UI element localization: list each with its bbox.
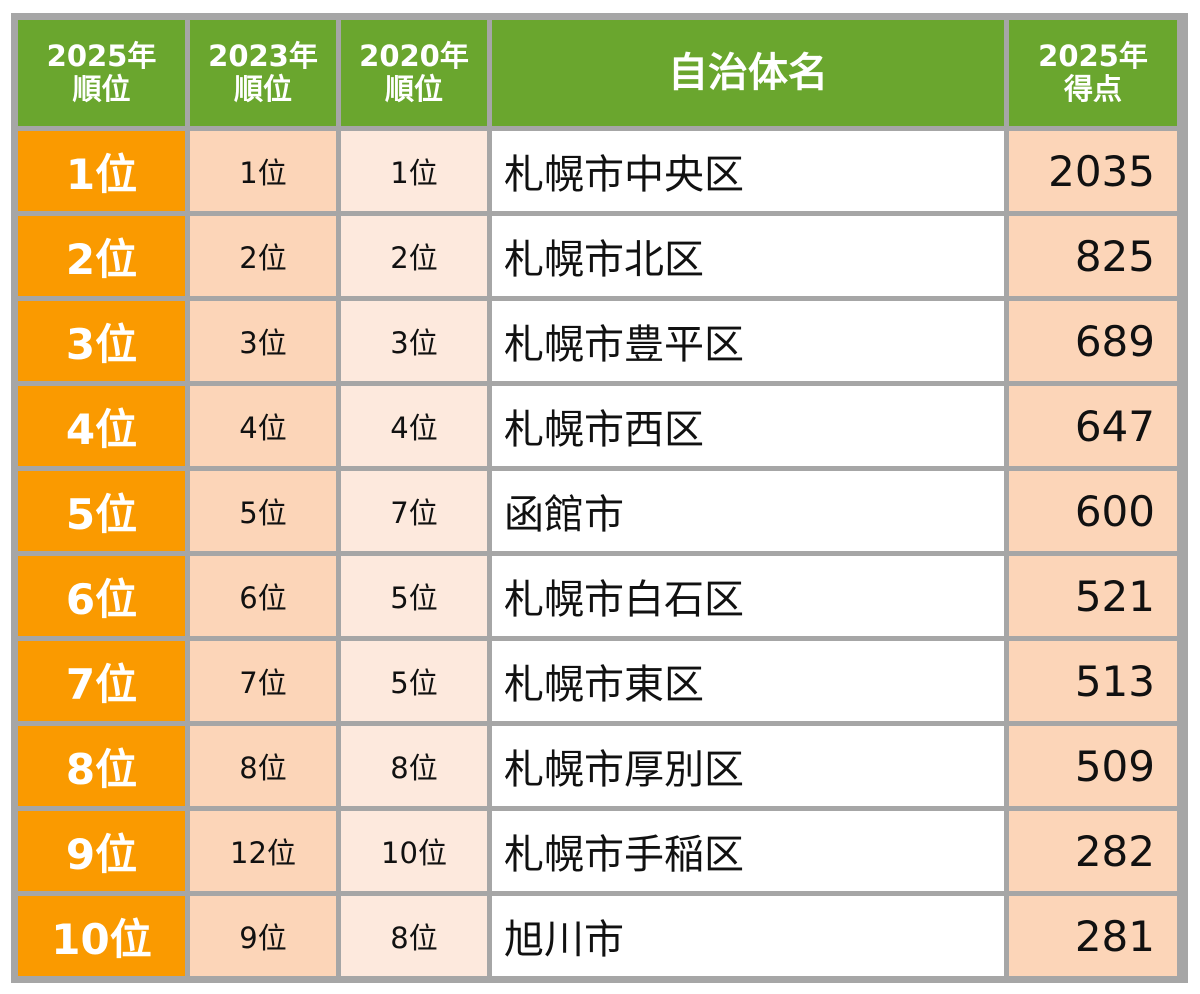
- rank-2020-cell: 5位: [341, 556, 487, 636]
- municipality-name-cell: 札幌市中央区: [492, 131, 1004, 211]
- municipality-name-cell: 札幌市手稲区: [492, 811, 1004, 891]
- rank-2025-cell: 2位: [18, 216, 185, 296]
- ranking-grid: 2025年 順位 2023年 順位 2020年 順位 自治体名 2025年 得点 1位 1…: [18, 20, 1181, 976]
- rank-2023-cell: 3位: [190, 301, 336, 381]
- header-line: 順位: [72, 72, 131, 106]
- score-2025-cell: 509: [1009, 726, 1177, 806]
- rank-2023-cell: 2位: [190, 216, 336, 296]
- score-2025-cell: 689: [1009, 301, 1177, 381]
- rank-2023-cell: 7位: [190, 641, 336, 721]
- rank-2023-cell: 6位: [190, 556, 336, 636]
- rank-2023-cell: 12位: [190, 811, 336, 891]
- header-line: 2025年: [46, 38, 157, 73]
- rank-2020-cell: 3位: [341, 301, 487, 381]
- score-2025-cell: 513: [1009, 641, 1177, 721]
- score-2025-cell: 647: [1009, 386, 1177, 466]
- score-2025-cell: 600: [1009, 471, 1177, 551]
- rank-2020-cell: 5位: [341, 641, 487, 721]
- header-line: 2025年: [1038, 38, 1148, 73]
- score-2025-cell: 281: [1009, 896, 1177, 976]
- municipality-name-cell: 札幌市西区: [492, 386, 1004, 466]
- header-line: 得点: [1063, 72, 1122, 106]
- header-line: 自治体名: [668, 50, 828, 96]
- municipality-name-cell: 札幌市北区: [492, 216, 1004, 296]
- ranking-table: 2025年 順位 2023年 順位 2020年 順位 自治体名 2025年 得点 1位 1…: [11, 13, 1188, 983]
- header-rank-2023: 2023年 順位: [190, 20, 336, 126]
- rank-2023-cell: 8位: [190, 726, 336, 806]
- rank-2025-cell: 3位: [18, 301, 185, 381]
- rank-2023-cell: 5位: [190, 471, 336, 551]
- score-2025-cell: 521: [1009, 556, 1177, 636]
- rank-2025-cell: 8位: [18, 726, 185, 806]
- municipality-name-cell: 札幌市東区: [492, 641, 1004, 721]
- header-score-2025: 2025年 得点: [1009, 20, 1177, 126]
- rank-2020-cell: 8位: [341, 726, 487, 806]
- score-2025-cell: 282: [1009, 811, 1177, 891]
- score-2025-cell: 825: [1009, 216, 1177, 296]
- header-line: 2023年: [208, 38, 318, 73]
- score-2025-cell: 2035: [1009, 131, 1177, 211]
- rank-2020-cell: 2位: [341, 216, 487, 296]
- header-rank-2025: 2025年 順位: [18, 20, 185, 126]
- rank-2025-cell: 4位: [18, 386, 185, 466]
- header-line: 順位: [233, 72, 292, 106]
- municipality-name-cell: 旭川市: [492, 896, 1004, 976]
- rank-2025-cell: 7位: [18, 641, 185, 721]
- rank-2025-cell: 9位: [18, 811, 185, 891]
- municipality-name-cell: 札幌市豊平区: [492, 301, 1004, 381]
- municipality-name-cell: 札幌市厚別区: [492, 726, 1004, 806]
- header-line: 順位: [384, 72, 443, 106]
- municipality-name-cell: 函館市: [492, 471, 1004, 551]
- rank-2025-cell: 5位: [18, 471, 185, 551]
- municipality-name-cell: 札幌市白石区: [492, 556, 1004, 636]
- rank-2023-cell: 9位: [190, 896, 336, 976]
- rank-2023-cell: 4位: [190, 386, 336, 466]
- rank-2023-cell: 1位: [190, 131, 336, 211]
- rank-2020-cell: 1位: [341, 131, 487, 211]
- rank-2020-cell: 7位: [341, 471, 487, 551]
- rank-2020-cell: 4位: [341, 386, 487, 466]
- rank-2020-cell: 8位: [341, 896, 487, 976]
- rank-2025-cell: 10位: [18, 896, 185, 976]
- header-line: 2020年: [359, 38, 469, 73]
- header-rank-2020: 2020年 順位: [341, 20, 487, 126]
- header-name: 自治体名: [492, 20, 1004, 126]
- rank-2020-cell: 10位: [341, 811, 487, 891]
- rank-2025-cell: 1位: [18, 131, 185, 211]
- rank-2025-cell: 6位: [18, 556, 185, 636]
